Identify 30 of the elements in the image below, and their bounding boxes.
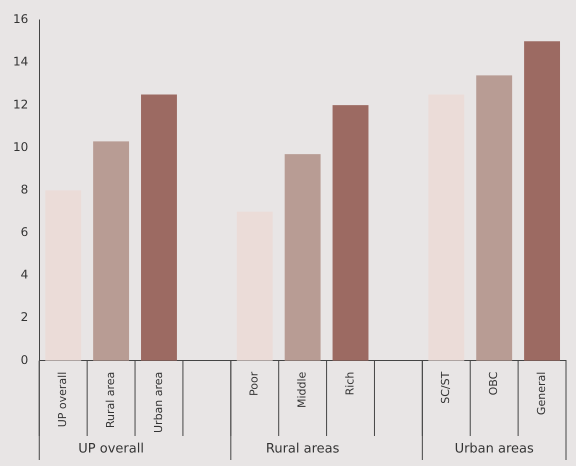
y-tick-label: 2 [20, 310, 28, 324]
text: Urban areas [454, 441, 534, 456]
bar [93, 141, 130, 361]
bar [284, 154, 321, 361]
bar [332, 105, 368, 361]
bar [476, 75, 512, 361]
y-tick-label: 0 [20, 352, 28, 367]
x-tick-label: General [534, 372, 548, 416]
text: UP overall [78, 441, 144, 456]
y-tick-label: 10 [12, 140, 28, 154]
y-tick-label: 14 [12, 54, 28, 69]
x-tick-label: Poor [248, 371, 261, 396]
x-tick-label: OBC [487, 371, 500, 396]
bar [45, 190, 82, 361]
y-tick-label: 6 [20, 225, 28, 240]
bar [524, 41, 560, 361]
x-tick-label: Middle [295, 371, 308, 408]
y-tick-label: 16 [12, 12, 28, 26]
bar [141, 94, 177, 361]
bar [236, 212, 273, 361]
x-tick-label: Urban area [152, 372, 165, 433]
y-tick-label: 4 [20, 268, 28, 282]
text: Rural areas [266, 441, 340, 456]
x-tick-label: Rural area [104, 372, 117, 428]
x-tick-label: Rich [343, 372, 356, 396]
x-tick-label: SC/ST [439, 371, 452, 404]
bar [428, 94, 464, 361]
y-tick-label: 12 [12, 97, 28, 112]
y-tick-label: 8 [20, 182, 28, 196]
x-tick-label: UP overall [56, 372, 70, 428]
